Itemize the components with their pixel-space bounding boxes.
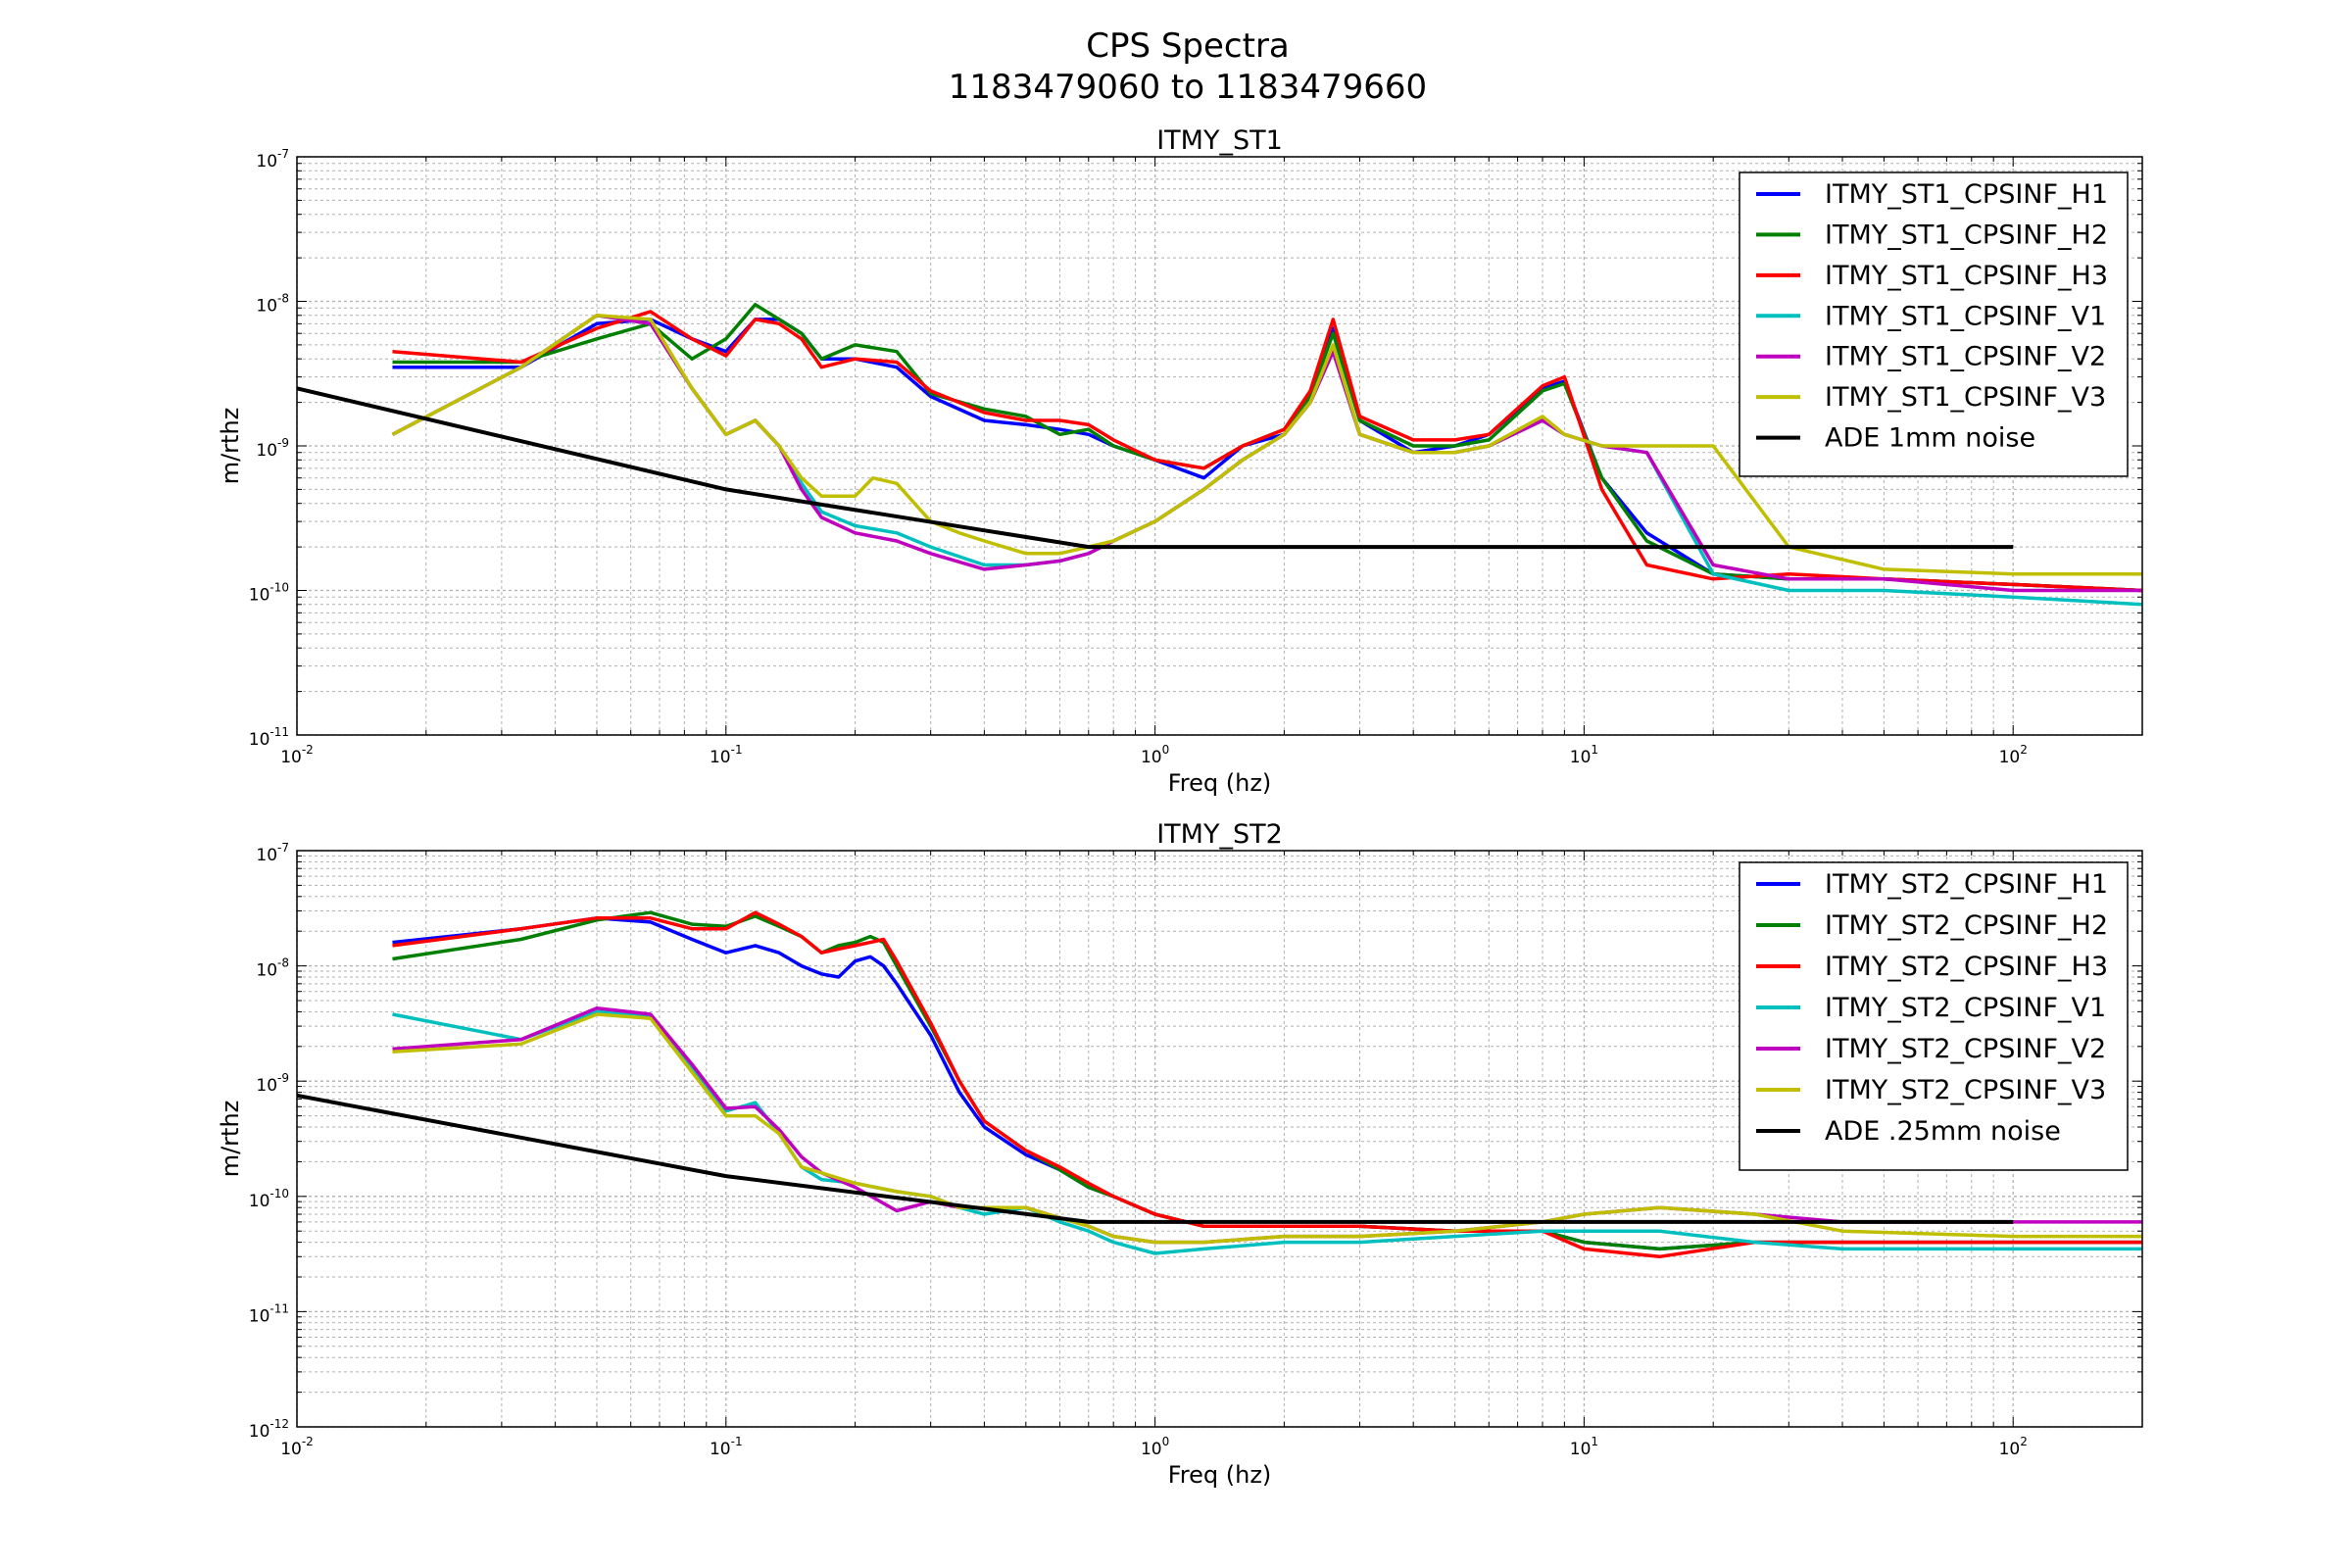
axes-frame: [296, 156, 2143, 736]
legend-label: ITMY_ST1_CPSINF_H1: [1825, 179, 2108, 210]
x-tick-label: 101: [1570, 743, 1598, 767]
legend-label: ITMY_ST2_CPSINF_H2: [1825, 910, 2108, 941]
y-axis-label: m/rthz: [217, 408, 244, 485]
y-tick-label: 10-12: [249, 1417, 289, 1442]
y-tick-label: 10-9: [256, 1071, 289, 1096]
legend-label: ITMY_ST1_CPSINF_V2: [1825, 342, 2106, 372]
series-line-itmy-st1-cpsinf-h3: [392, 310, 2142, 593]
legend-label: ITMY_ST1_CPSINF_V1: [1825, 301, 2106, 331]
x-tick-label: 101: [1570, 1435, 1598, 1459]
y-tick-label: 10-7: [256, 841, 289, 865]
series-line-itmy-st2-cpsinf-h3: [392, 910, 2142, 1259]
panel-title: ITMY_ST2: [1156, 819, 1283, 850]
series-lines: [297, 303, 2142, 607]
series-lines: [297, 910, 2142, 1259]
legend-label: ITMY_ST2_CPSINF_H1: [1825, 869, 2108, 900]
y-tick-label: 10-11: [249, 725, 289, 750]
legend-box: [1739, 861, 2129, 1171]
legend-label: ITMY_ST2_CPSINF_V3: [1825, 1075, 2106, 1105]
series-line-ade-25mm-noise: [297, 1093, 2014, 1224]
legend-box: [1739, 172, 2129, 477]
panel-1: 10-2 10-1 100 101 102 10-11 10-10 10-9 10-8 10-7 I…: [217, 125, 2143, 797]
x-tick-label: 10-1: [710, 1435, 743, 1459]
legend-label: ITMY_ST2_CPSINF_V2: [1825, 1034, 2106, 1064]
legend: ITMY_ST1_CPSINF_H1 ITMY_ST1_CPSINF_H2 ITMY…: [1739, 172, 2129, 477]
legend-label: ITMY_ST2_CPSINF_H3: [1825, 952, 2108, 982]
figure-title-line1: CPS Spectra: [1086, 26, 1290, 66]
series-line-itmy-st2-cpsinf-v3: [392, 1012, 2142, 1245]
panel-2: 10-2 10-1 100 101 102 10-12 10-11 10-10 10-9 10-8…: [217, 819, 2143, 1489]
chart-panels: 10-2 10-1 100 101 102 10-11 10-10 10-9 10-8 10-7 I…: [217, 125, 2143, 1489]
x-tick-label: 100: [1141, 743, 1169, 767]
x-tick-label: 102: [1999, 743, 2028, 767]
y-tick-label: 10-8: [256, 956, 289, 981]
legend-label: ADE 1mm noise: [1825, 423, 2035, 454]
y-tick-label: 10-10: [249, 1187, 289, 1211]
series-line-ade-1mm-noise: [297, 386, 2014, 550]
y-tick-label: 10-7: [256, 147, 289, 172]
x-tick-label: 100: [1141, 1435, 1169, 1459]
y-tick-label: 10-10: [249, 581, 289, 606]
legend-label: ITMY_ST1_CPSINF_H3: [1825, 261, 2108, 291]
panel-title: ITMY_ST1: [1156, 125, 1283, 156]
x-axis-label: Freq (hz): [1168, 769, 1272, 797]
y-axis-label: m/rthz: [217, 1101, 244, 1178]
x-tick-label: 10-2: [280, 743, 314, 767]
legend-label: ITMY_ST2_CPSINF_V1: [1825, 993, 2106, 1023]
x-tick-label: 10-2: [280, 1435, 314, 1459]
figure-title-line2: 1183479060 to 1183479660: [949, 68, 1427, 107]
legend: ITMY_ST2_CPSINF_H1 ITMY_ST2_CPSINF_H2 ITMY…: [1739, 861, 2129, 1171]
legend-label: ITMY_ST1_CPSINF_V3: [1825, 382, 2106, 413]
x-tick-label: 10-1: [710, 743, 743, 767]
y-tick-label: 10-9: [256, 436, 289, 461]
y-tick-label: 10-8: [256, 292, 289, 317]
x-tick-label: 102: [1999, 1435, 2028, 1459]
axes-frame: [296, 850, 2143, 1428]
x-axis-label: Freq (hz): [1168, 1461, 1272, 1489]
y-tick-label: 10-11: [249, 1301, 289, 1326]
series-line-itmy-st1-cpsinf-v3: [391, 314, 2142, 576]
legend-label: ADE .25mm noise: [1825, 1116, 2061, 1147]
legend-label: ITMY_ST1_CPSINF_H2: [1825, 220, 2108, 250]
